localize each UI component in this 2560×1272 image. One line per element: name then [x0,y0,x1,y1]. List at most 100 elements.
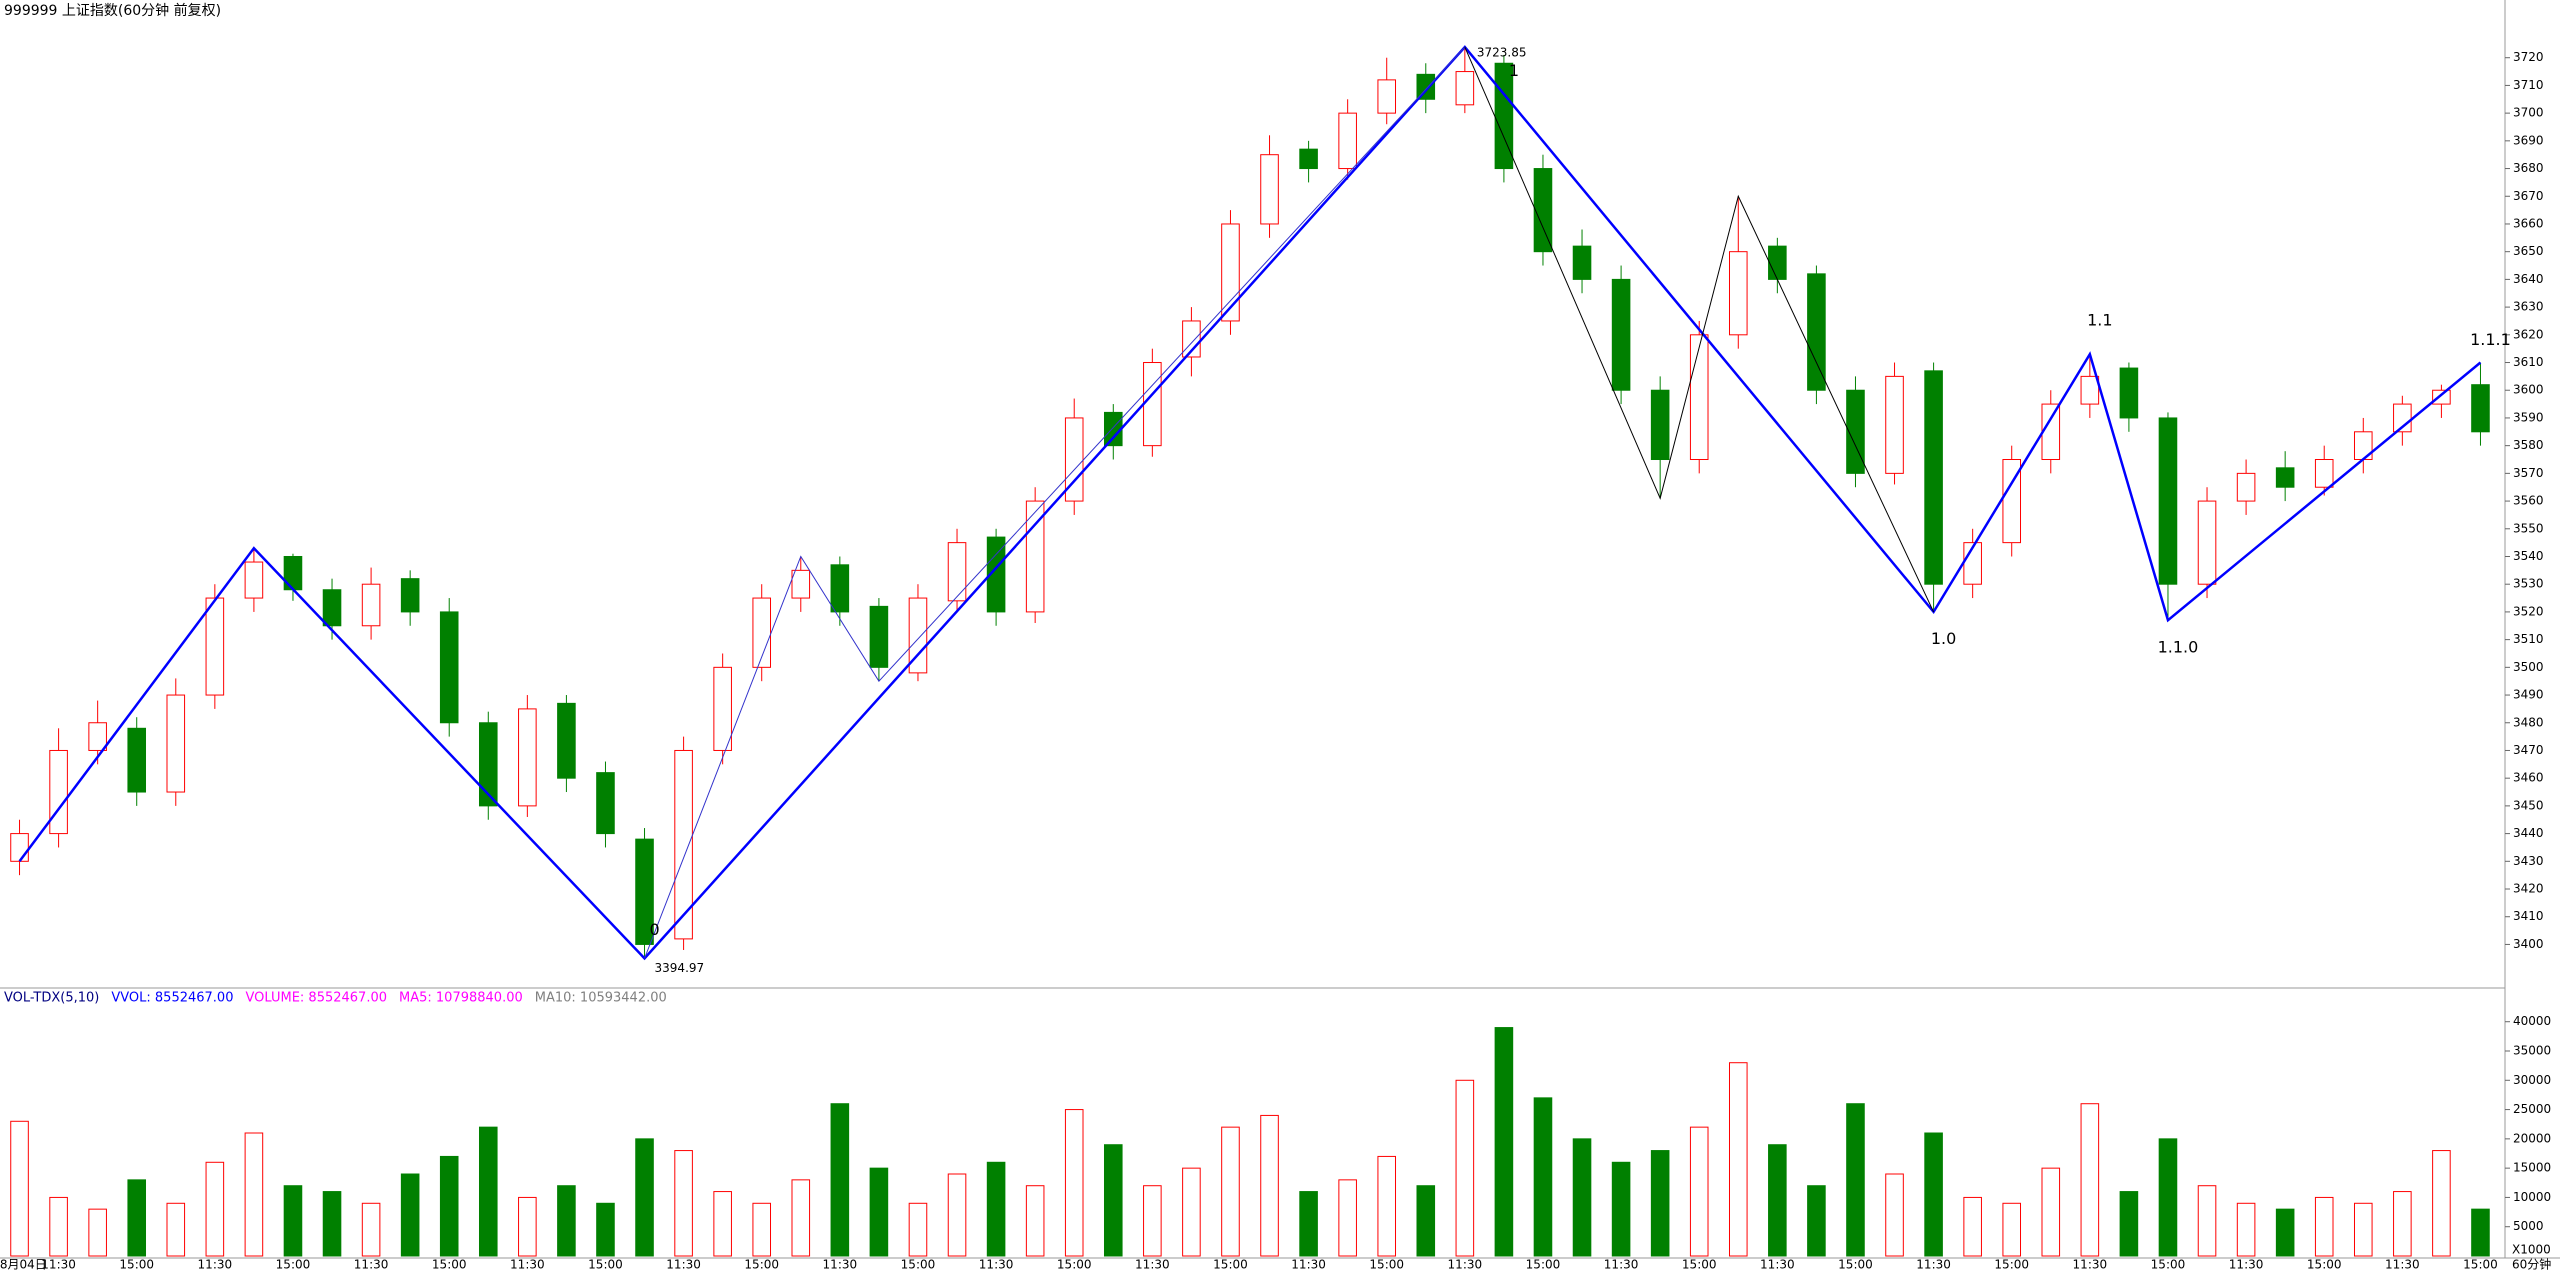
volume-bar [1299,1191,1318,1257]
candle-body [1221,223,1240,322]
volume-bar [2393,1191,2412,1257]
x-tick-label: 15:00 [2463,1258,2498,1272]
y-tick-label: 3660 [2513,216,2544,230]
volume-bar [2158,1138,2178,1257]
volume-bar [2080,1103,2100,1257]
y-tick-label: 3490 [2513,688,2544,702]
x-tick-label: 15:00 [432,1258,467,1272]
candle-body [1728,251,1748,336]
volume-bar [10,1120,29,1257]
y-tick-label: 3430 [2513,854,2544,868]
candle-body [2236,472,2256,502]
volume-bar [2236,1202,2256,1257]
x-tick-label: 15:00 [1838,1258,1873,1272]
y-tick-label: 3690 [2513,133,2544,147]
y-tick-label: 3700 [2513,106,2544,120]
volume-bar [1924,1132,1943,1257]
y-tick-label: 3520 [2513,604,2544,618]
x-tick-label: 11:30 [1760,1258,1795,1272]
candle-body [127,727,147,793]
x-tick-label: 11:30 [354,1258,389,1272]
volume-bar [1611,1161,1631,1257]
high-label: 3723.85 [1477,46,1527,60]
x-tick-label: 15:00 [588,1258,623,1272]
candle-body [283,555,303,591]
candle-body [830,564,850,613]
x-tick-label: 11:30 [1291,1258,1326,1272]
y-tick-label: 3500 [2513,660,2544,674]
volume-bar [1728,1062,1748,1257]
legend-entry: VVOL: 8552467.00 [111,991,233,1006]
candle-body [478,722,498,807]
x-tick-label: 11:30 [510,1258,545,1272]
y-tick-label: 25000 [2513,1102,2551,1116]
x-tick-label: 15:00 [1994,1258,2029,1272]
x-tick-label: 15:00 [1057,1258,1092,1272]
x-tick-label: 15:00 [1682,1258,1717,1272]
volume-bar [2314,1196,2334,1257]
candle-body [2432,389,2451,405]
y-tick-label: 3650 [2513,244,2544,258]
x-tick-label: 11:30 [1916,1258,1951,1272]
low-label: 3394.97 [655,961,705,975]
x-tick-label: 15:00 [1369,1258,1404,1272]
y-tick-label: 35000 [2513,1044,2551,1058]
candle-body [1572,245,1592,280]
volume-bar [2041,1167,2061,1257]
y-tick-label: 30000 [2513,1073,2551,1087]
y-tick-label: 3510 [2513,632,2544,646]
volume-bar [1143,1185,1162,1257]
candle-body [518,708,537,807]
wave-label: 0 [649,920,659,939]
y-tick-label: 3440 [2513,826,2544,840]
wave-label: 1.1.1 [2470,330,2511,349]
volume-bar [1377,1155,1397,1257]
candle-body [2119,367,2139,419]
x-tick-label: 11:30 [666,1258,701,1272]
x-tick-label: 15:00 [901,1258,936,1272]
volume-bar [518,1196,537,1257]
candle-body [1260,154,1279,225]
candle-body [1377,79,1397,114]
y-tick-label: 3420 [2513,882,2544,896]
volume-bar [1807,1185,1826,1257]
zigzag-line [18,45,2482,961]
volume-bar [869,1167,889,1257]
volume-bar [244,1132,264,1257]
volume-bar [1494,1027,1514,1257]
volume-bar [596,1202,615,1257]
volume-bar [127,1179,147,1257]
candle-body [908,597,928,674]
volume-bar [400,1173,420,1257]
x-tick-label: 11:30 [2229,1258,2264,1272]
volume-bar [1338,1179,1357,1257]
y-tick-label: 3720 [2513,50,2544,64]
candle-body [2314,459,2334,488]
y-tick-label: 3630 [2513,300,2544,314]
chart-title: 999999 上证指数(60分钟 前复权) [4,2,221,19]
candle-body [1885,375,1904,474]
y-tick-label: 3610 [2513,355,2544,369]
y-tick-label: 3400 [2513,937,2544,951]
candle-body [947,542,967,602]
candle-body [557,702,576,779]
volume-bar [1572,1138,1592,1257]
x-tick-label: 15:00 [1526,1258,1561,1272]
volume-bar [205,1161,225,1257]
candle-body [49,749,68,835]
y-tick-label: 3710 [2513,78,2544,92]
volume-bar [947,1173,967,1257]
y-tick-label: 3560 [2513,494,2544,508]
volume-bar [1885,1173,1904,1257]
candle-body [2197,500,2217,585]
volume-bar [439,1155,459,1257]
volume-bar [2275,1208,2295,1257]
x-tick-label: 11:30 [1448,1258,1483,1272]
volume-bar [1963,1196,1982,1257]
y-tick-label: 15000 [2513,1161,2551,1175]
candle-body [10,833,29,862]
period-label: 60分钟 [2512,1257,2551,1272]
volume-bar [1455,1079,1475,1257]
